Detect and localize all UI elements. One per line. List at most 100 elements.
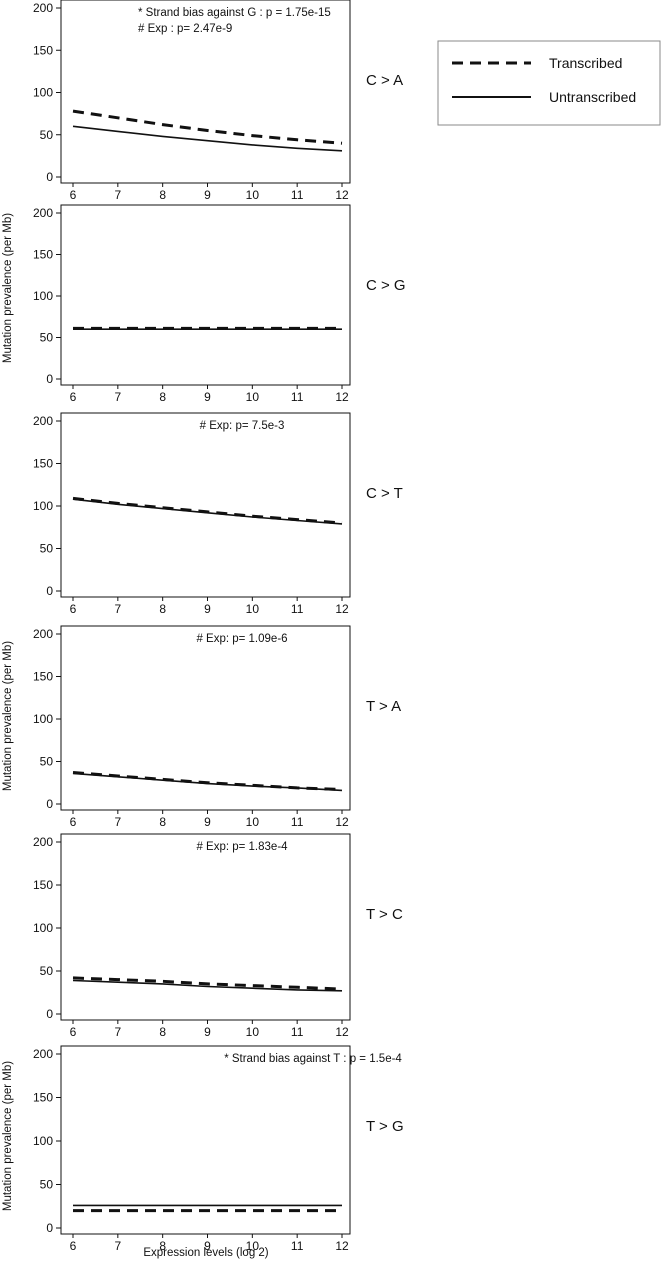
series-line-transcribed xyxy=(72,109,343,145)
x-tick-label: 8 xyxy=(159,1025,166,1039)
series-line-untranscribed xyxy=(72,772,343,792)
y-axis-title: Mutation prevalence (per Mb) xyxy=(2,213,14,363)
y-tick-label: 150 xyxy=(33,248,53,262)
y-axis-titles: Mutation prevalence (per Mb) Mutation pr… xyxy=(2,213,14,1211)
x-tick-label: 9 xyxy=(204,390,211,404)
x-tick-label: 10 xyxy=(246,1239,260,1253)
x-tick-label: 8 xyxy=(159,188,166,202)
x-tick-label: 6 xyxy=(70,602,77,616)
x-tick-label: 9 xyxy=(204,1239,211,1253)
y-tick-label: 200 xyxy=(33,627,53,641)
x-tick-label: 12 xyxy=(335,390,349,404)
panel-annotation: * Strand bias against G : p = 1.75e-15 xyxy=(138,7,331,19)
series-line-transcribed xyxy=(72,976,343,991)
plot-frame xyxy=(60,833,351,1021)
y-tick-label: 0 xyxy=(46,1007,53,1021)
panel-annotation: # Exp : p= 2.47e-9 xyxy=(138,23,232,35)
panel-label: T > G xyxy=(366,1118,404,1135)
panel-label: C > T xyxy=(366,485,403,502)
panel-5: 0 50 100 150 200 6 7 8 9 10 11 12 # Exp: p= 1.83e-4 T… xyxy=(33,833,403,1039)
x-tick-label: 11 xyxy=(291,188,304,202)
panel-1: 0 50 100 150 200 6 7 8 9 10 11 12 * Strand bias agai… xyxy=(33,0,403,202)
y-tick-label: 200 xyxy=(33,414,53,428)
x-tick-label: 9 xyxy=(204,602,211,616)
y-tick-label: 100 xyxy=(33,712,53,726)
panel-3: 0 50 100 150 200 6 7 8 9 10 11 12 # Exp: p= 7.5e-3 C … xyxy=(33,412,403,616)
y-tick-label: 50 xyxy=(40,964,54,978)
y-tick-label: 100 xyxy=(33,499,53,513)
panel-label: C > G xyxy=(366,277,406,294)
x-tick-label: 12 xyxy=(335,188,349,202)
y-tick-label: 150 xyxy=(33,670,53,684)
x-tick-label: 6 xyxy=(70,390,77,404)
y-tick-label: 0 xyxy=(46,584,53,598)
x-tick-label: 8 xyxy=(159,602,166,616)
plot-frame xyxy=(60,0,351,184)
x-tick-label: 12 xyxy=(335,815,349,829)
series-line-transcribed xyxy=(72,496,343,525)
y-tick-label: 200 xyxy=(33,1,53,15)
legend-label-untranscribed: Untranscribed xyxy=(549,89,636,105)
x-tick-label: 9 xyxy=(204,815,211,829)
series-line-untranscribed xyxy=(72,979,343,992)
x-tick-label: 10 xyxy=(246,815,260,829)
series-line-untranscribed xyxy=(72,498,343,525)
y-tick-label: 150 xyxy=(33,457,53,471)
x-tick-label: 11 xyxy=(291,390,304,404)
x-tick-label: 10 xyxy=(246,1025,260,1039)
y-tick-label: 50 xyxy=(40,331,54,345)
plot-frame xyxy=(60,1045,351,1235)
x-tick-label: 8 xyxy=(159,390,166,404)
panel-4: 0 50 100 150 200 6 7 8 9 10 11 12 # Exp: p= 1.09e-6 T… xyxy=(33,625,401,829)
x-tick-label: 6 xyxy=(70,188,77,202)
x-tick-label: 11 xyxy=(291,815,304,829)
series-line-transcribed xyxy=(72,771,343,791)
x-tick-label: 8 xyxy=(159,1239,166,1253)
panel-2: 0 50 100 150 200 6 7 8 9 10 11 12 C > G xyxy=(33,204,406,404)
legend-label-transcribed: Transcribed xyxy=(549,55,622,71)
y-tick-label: 50 xyxy=(40,128,54,142)
y-tick-label: 100 xyxy=(33,1134,53,1148)
x-tick-label: 7 xyxy=(114,1239,121,1253)
y-tick-label: 150 xyxy=(33,43,53,57)
x-tick-label: 9 xyxy=(204,188,211,202)
x-tick-label: 7 xyxy=(114,815,121,829)
y-tick-label: 0 xyxy=(46,797,53,811)
x-tick-label: 9 xyxy=(204,1025,211,1039)
x-tick-label: 12 xyxy=(335,602,349,616)
panel-annotation: * Strand bias against T : p = 1.5e-4 xyxy=(224,1053,402,1065)
x-tick-label: 10 xyxy=(246,390,260,404)
y-tick-label: 200 xyxy=(33,206,53,220)
y-tick-label: 0 xyxy=(46,170,53,184)
x-tick-label: 7 xyxy=(114,602,121,616)
y-tick-label: 0 xyxy=(46,372,53,386)
y-tick-label: 200 xyxy=(33,1047,53,1061)
x-tick-label: 10 xyxy=(246,602,260,616)
panel-label: T > A xyxy=(366,698,401,715)
x-tick-label: 12 xyxy=(335,1025,349,1039)
panel-annotation: # Exp: p= 1.09e-6 xyxy=(196,633,287,645)
series-line-untranscribed xyxy=(72,125,343,152)
panel-annotation: # Exp: p= 7.5e-3 xyxy=(200,420,285,432)
x-tick-label: 12 xyxy=(335,1239,349,1253)
x-tick-label: 6 xyxy=(70,1239,77,1253)
x-tick-label: 7 xyxy=(114,188,121,202)
x-tick-label: 11 xyxy=(291,1239,304,1253)
y-axis-title: Mutation prevalence (per Mb) xyxy=(2,641,14,791)
x-tick-label: 7 xyxy=(114,1025,121,1039)
legend-box xyxy=(437,40,661,126)
x-tick-label: 8 xyxy=(159,815,166,829)
y-tick-label: 200 xyxy=(33,835,53,849)
legend: Transcribed Untranscribed xyxy=(437,40,661,126)
y-tick-label: 50 xyxy=(40,1178,54,1192)
x-tick-label: 11 xyxy=(291,1025,304,1039)
y-axis-title: Mutation prevalence (per Mb) xyxy=(2,1061,14,1211)
y-tick-label: 0 xyxy=(46,1221,53,1235)
x-tick-label: 11 xyxy=(291,602,304,616)
y-tick-label: 150 xyxy=(33,878,53,892)
y-tick-label: 50 xyxy=(40,755,54,769)
x-tick-label: 7 xyxy=(114,390,121,404)
panel-annotation: # Exp: p= 1.83e-4 xyxy=(196,841,288,853)
y-tick-label: 50 xyxy=(40,542,54,556)
